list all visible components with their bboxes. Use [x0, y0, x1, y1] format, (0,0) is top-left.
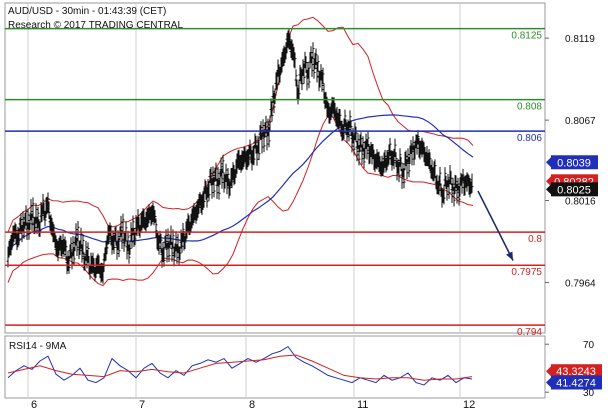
- rsi-tag-label-1: 41.4274: [556, 377, 596, 389]
- main-panel-frame: [4, 2, 546, 334]
- price-tag-pointer-0: [546, 157, 551, 168]
- price-tag-label-0: 0.8039: [557, 157, 591, 169]
- x-tick-label-2: 8: [249, 399, 255, 411]
- y-tick-label-2: 0.8016: [565, 197, 596, 208]
- y-tick-label-3: 0.7964: [565, 279, 596, 290]
- rsi-panel-frame: [4, 335, 546, 399]
- level-label-4: 0.7975: [511, 267, 542, 278]
- forecast-arrow-head: [506, 251, 513, 261]
- rsi-tag-pointer-0: [546, 366, 551, 377]
- price-tag-0: [551, 155, 598, 170]
- rsi-tag-0: [551, 364, 602, 379]
- moving-average: [7, 114, 474, 258]
- rsi-tag-label-0: 43.3243: [556, 366, 596, 378]
- chart-title: AUD/USD - 30min - 01:43:39 (CET): [8, 6, 167, 17]
- level-label-1: 0.808: [517, 102, 542, 113]
- x-tick-label-4: 12: [463, 399, 475, 411]
- rsi-tag-pointer-1: [546, 377, 551, 388]
- x-tick-label-3: 11: [357, 399, 368, 411]
- rsi-line: [7, 345, 473, 386]
- rsi-ma-line: [7, 354, 473, 381]
- rsi-tick-label-0: 70: [583, 340, 595, 351]
- y-tick-label-1: 0.8067: [565, 116, 596, 127]
- price-tag-2: [551, 182, 598, 197]
- upper-band: [7, 16, 474, 233]
- rsi-title: RSI14 - 9MA: [9, 341, 67, 352]
- level-label-5: 0.794: [517, 327, 542, 338]
- price-tag-label-2: 0.8025: [557, 184, 591, 196]
- price-tag-pointer-2: [546, 184, 551, 195]
- x-tick-label-0: 6: [31, 399, 37, 411]
- forecast-arrow-line: [477, 190, 514, 261]
- y-tick-label-0: 0.8119: [565, 34, 595, 45]
- price-tag-pointer-1: [546, 176, 551, 187]
- chart-subtitle: Research © 2017 TRADING CENTRAL: [8, 20, 184, 31]
- level-label-2: 0.806: [517, 133, 542, 144]
- x-tick-label-1: 7: [139, 399, 145, 411]
- rsi-tick-label-1: 30: [583, 388, 595, 399]
- level-label-3: 0.8: [528, 234, 542, 245]
- rsi-tag-1: [551, 375, 602, 390]
- level-label-0: 0.8125: [511, 31, 542, 42]
